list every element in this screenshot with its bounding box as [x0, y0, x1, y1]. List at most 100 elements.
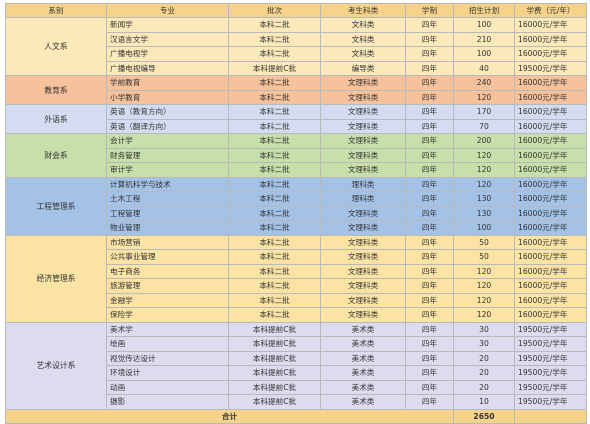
batch-cell: 本科二批: [228, 176, 321, 192]
dept-cell: 人文系: [5, 17, 107, 76]
header-dept: 系别: [5, 3, 107, 18]
category-cell: 文理科类: [320, 118, 406, 134]
duration-cell: 四年: [405, 118, 454, 134]
category-cell: 文理科类: [320, 292, 406, 308]
table-row: 外语系 英语（教育方向） 本科二批 文理科类 四年 170 16000元/学年: [5, 104, 587, 134]
plan-cell: 100: [453, 46, 515, 62]
plan-cell: 210: [453, 31, 515, 47]
major-cell: 财务管理: [106, 147, 229, 163]
table-row: 土木工程 本科二批 理科类 四年 130 16000元/学年: [6, 191, 587, 207]
fee-cell: 16000元/学年: [514, 176, 587, 192]
major-cell: 小学教育: [106, 89, 229, 105]
duration-cell: 四年: [405, 31, 454, 47]
category-cell: 文理科类: [320, 249, 406, 265]
header-plan: 招生计划: [453, 3, 515, 18]
fee-cell: 19500元/学年: [514, 350, 587, 366]
category-cell: 文理科类: [320, 234, 406, 250]
plan-cell: 120: [453, 278, 515, 294]
total-row: 合计 2650: [5, 408, 587, 424]
header-fee: 学费（元/年）: [514, 3, 587, 18]
dept-cell: 财会系: [5, 133, 107, 178]
category-cell: 文理科类: [320, 162, 406, 178]
batch-cell: 本科二批: [228, 234, 321, 250]
category-cell: 美术类: [320, 350, 406, 366]
batch-cell: 本科提前C批: [228, 336, 321, 352]
duration-cell: 四年: [405, 350, 454, 366]
dept-cell: 工程管理系: [5, 176, 107, 236]
major-cell: 市场营销: [106, 234, 229, 250]
category-cell: 文理科类: [320, 133, 406, 149]
batch-cell: 本科二批: [228, 46, 321, 62]
fee-cell: 16000元/学年: [514, 133, 587, 149]
major-cell: 工程管理: [106, 205, 229, 221]
major-cell: 美术学: [106, 321, 229, 337]
plan-cell: 120: [453, 307, 515, 323]
category-cell: 理科类: [320, 191, 406, 207]
major-cell: 环境设计: [106, 365, 229, 381]
plan-cell: 120: [453, 162, 515, 178]
plan-cell: 10: [453, 394, 515, 410]
fee-cell: 16000元/学年: [514, 89, 587, 105]
plan-cell: 120: [453, 89, 515, 105]
fee-cell: 16000元/学年: [514, 234, 587, 250]
batch-cell: 本科二批: [228, 205, 321, 221]
fee-cell: 16000元/学年: [514, 46, 587, 62]
header-row: 系别 专业 批次 考生科类 学制 招生计划 学费（元/年）: [5, 3, 587, 18]
table-row: 艺术设计系 美术学 本科提前C批 美术类 四年 30 19500元/学年: [5, 321, 587, 410]
duration-cell: 四年: [405, 336, 454, 352]
fee-cell: 16000元/学年: [514, 147, 587, 163]
table-row: 经济管理系 市场营销 本科二批 文理科类 四年 50 16000元/学年: [5, 234, 587, 323]
category-cell: 文理科类: [320, 220, 406, 236]
total-plan: 2650: [453, 408, 515, 424]
plan-cell: 50: [453, 234, 515, 250]
batch-cell: 本科二批: [228, 292, 321, 308]
plan-cell: 70: [453, 118, 515, 134]
plan-cell: 240: [453, 75, 515, 91]
batch-cell: 本科二批: [228, 220, 321, 236]
major-cell: 视觉传达设计: [106, 350, 229, 366]
batch-cell: 本科二批: [228, 162, 321, 178]
batch-cell: 本科二批: [228, 147, 321, 163]
category-cell: 理科类: [320, 176, 406, 192]
fee-cell: 19500元/学年: [514, 60, 587, 76]
plan-cell: 170: [453, 104, 515, 120]
duration-cell: 四年: [405, 205, 454, 221]
table-row: 小学教育 本科二批 文理科类 四年 120 16000元/学年: [6, 89, 587, 105]
duration-cell: 四年: [405, 133, 454, 149]
batch-cell: 本科提前C批: [228, 321, 321, 337]
duration-cell: 四年: [405, 278, 454, 294]
fee-cell: 16000元/学年: [514, 307, 587, 323]
major-cell: 会计学: [106, 133, 229, 149]
plan-cell: 120: [453, 292, 515, 308]
fee-cell: 16000元/学年: [514, 292, 587, 308]
plan-cell: 130: [453, 205, 515, 221]
fee-cell: 16000元/学年: [514, 31, 587, 47]
category-cell: 编导类: [320, 60, 406, 76]
batch-cell: 本科二批: [228, 307, 321, 323]
batch-cell: 本科二批: [228, 263, 321, 279]
plan-cell: 30: [453, 321, 515, 337]
table-row: 财务管理 本科二批 文理科类 四年 120 16000元/学年: [6, 147, 587, 163]
major-cell: 学前教育: [106, 75, 229, 91]
fee-cell: 19500元/学年: [514, 379, 587, 395]
fee-cell: 16000元/学年: [514, 263, 587, 279]
table-row: 审计学 本科二批 文理科类 四年 120 16000元/学年: [6, 162, 587, 178]
table-row: 人文系 新闻学 本科二批 文科类 四年 100 16000元/学年: [5, 17, 587, 76]
header-batch: 批次: [228, 3, 321, 18]
table-row: 教育系 学前教育 本科二批 文理科类 四年 240 16000元/学年: [5, 75, 587, 105]
table-row: 视觉传达设计 本科提前C批 美术类 四年 20 19500元/学年: [6, 350, 587, 366]
batch-cell: 本科提前C批: [228, 394, 321, 410]
plan-cell: 40: [453, 60, 515, 76]
major-cell: 审计学: [106, 162, 229, 178]
header-major: 专业: [106, 3, 229, 18]
duration-cell: 四年: [405, 147, 454, 163]
category-cell: 文理科类: [320, 278, 406, 294]
major-cell: 电子商务: [106, 263, 229, 279]
fee-cell: 19500元/学年: [514, 321, 587, 337]
batch-cell: 本科二批: [228, 191, 321, 207]
category-cell: 文理科类: [320, 263, 406, 279]
batch-cell: 本科二批: [228, 17, 321, 33]
fee-cell: 16000元/学年: [514, 118, 587, 134]
duration-cell: 四年: [405, 234, 454, 250]
batch-cell: 本科二批: [228, 104, 321, 120]
